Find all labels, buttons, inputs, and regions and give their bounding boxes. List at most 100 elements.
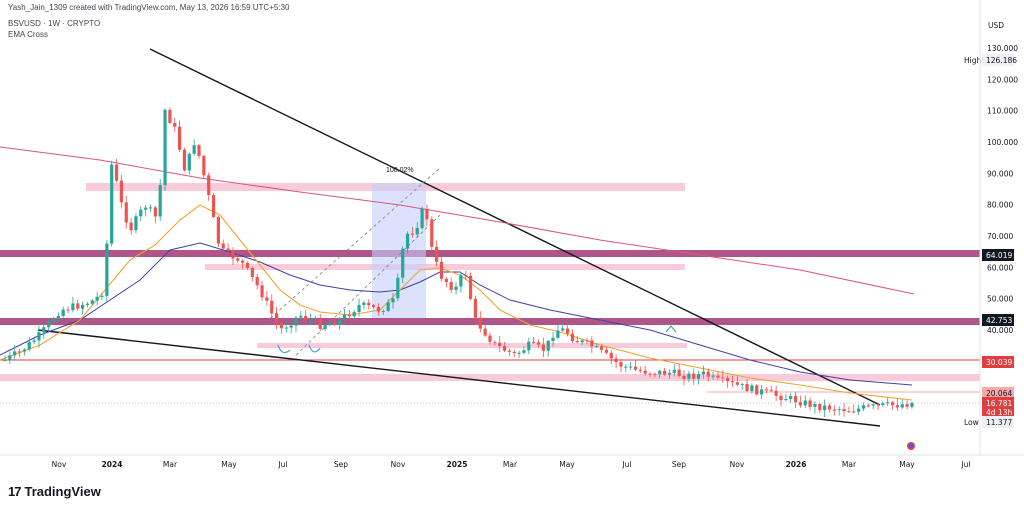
candle-body xyxy=(32,340,36,343)
candle-body xyxy=(667,372,672,375)
zone-60 xyxy=(205,264,685,270)
candle-body xyxy=(861,405,866,409)
candle-body xyxy=(585,340,589,342)
candle-body xyxy=(27,342,31,350)
candle-body xyxy=(42,327,46,333)
candle-body xyxy=(692,373,696,379)
candle-body xyxy=(536,342,541,345)
x-tick-label: May xyxy=(221,460,237,469)
candle-body xyxy=(153,207,157,217)
candle-body xyxy=(798,402,802,406)
candle-body xyxy=(182,149,187,171)
candle-body xyxy=(415,227,419,235)
candle-body xyxy=(76,303,80,309)
candle-body xyxy=(275,313,279,323)
candle-body xyxy=(90,300,94,304)
candle-body xyxy=(56,315,60,320)
candle-body xyxy=(318,319,322,329)
x-tick-label: May xyxy=(899,460,915,469)
candle-body xyxy=(444,278,448,283)
candle-body xyxy=(469,275,473,299)
candle-body xyxy=(401,248,405,278)
price-badge-value: 4d 13h xyxy=(986,408,1012,417)
channel-line-upper xyxy=(265,167,441,323)
candle-body xyxy=(134,216,138,231)
price-badge-value: 20.064 xyxy=(986,389,1012,398)
candle-body xyxy=(803,400,807,406)
candle-body xyxy=(464,275,468,277)
price-badge xyxy=(982,406,1014,418)
upper-trendline[interactable] xyxy=(149,48,881,406)
support-band-42 xyxy=(0,318,980,325)
candle-body xyxy=(760,389,764,395)
candle-body xyxy=(696,374,701,379)
candle-body xyxy=(502,346,507,351)
candle-body xyxy=(425,208,429,220)
candle-body xyxy=(842,409,846,412)
time-axis[interactable]: Nov 2024 Mar May Jul Sep Nov 2025 Mar May Jul Sep No… xyxy=(52,460,971,469)
candle-body xyxy=(493,341,497,343)
zones-layer: 100.02% xyxy=(0,167,980,404)
candle-body xyxy=(711,375,715,377)
symbol-line[interactable]: BSVUSD · 1W · CRYPTO xyxy=(8,19,101,28)
candle-body xyxy=(279,322,284,329)
candle-body xyxy=(532,341,536,343)
candle-body xyxy=(735,382,739,385)
candle-body xyxy=(294,317,298,326)
y-tick-label: 60.000 xyxy=(987,263,1013,272)
candle-body xyxy=(871,404,875,406)
candle-body xyxy=(876,404,880,406)
x-tick-label: 2025 xyxy=(447,460,468,469)
candle-body xyxy=(216,216,220,244)
candle-body xyxy=(881,403,885,405)
x-tick-label: Mar xyxy=(842,460,857,469)
price-axis[interactable]: 40.000 50.000 60.000 70.000 80.000 90.000 100.… xyxy=(987,44,1018,335)
candle-body xyxy=(721,377,725,379)
logo-text: TradingView xyxy=(24,484,101,499)
alert-icon[interactable] xyxy=(907,442,915,450)
lower-trendline[interactable] xyxy=(37,329,881,427)
indicator-label[interactable]: EMA Cross xyxy=(8,30,49,39)
candle-body xyxy=(197,145,201,156)
candle-body xyxy=(66,309,70,311)
candle-body xyxy=(299,315,303,318)
candle-body xyxy=(207,175,211,196)
high-label: High xyxy=(964,56,981,65)
tradingview-logo[interactable]: 17 TradingView xyxy=(8,484,101,499)
x-tick-label: Nov xyxy=(52,460,67,469)
candle-body xyxy=(575,341,579,343)
candle-body xyxy=(289,325,293,328)
candle-body xyxy=(338,319,342,325)
candle-body xyxy=(313,319,317,321)
price-badge-value: 30.039 xyxy=(986,358,1012,367)
candle-body xyxy=(13,351,17,356)
candle-body xyxy=(114,164,119,181)
candle-body xyxy=(178,126,182,150)
candle-body xyxy=(847,411,851,413)
candle-body xyxy=(643,370,647,374)
candle-body xyxy=(866,405,870,407)
candle-body xyxy=(304,315,308,320)
candle-body xyxy=(595,346,599,348)
candle-body xyxy=(740,383,744,385)
y-tick-label: 40.000 xyxy=(987,326,1013,335)
x-tick-label: Jul xyxy=(960,460,970,469)
candle-body xyxy=(372,305,376,308)
y-tick-label: 130.000 xyxy=(987,44,1018,53)
x-tick-label: Sep xyxy=(334,460,348,469)
candle-body xyxy=(144,207,148,210)
candle-body xyxy=(148,207,153,209)
candle-body xyxy=(323,325,327,329)
low-label: Low xyxy=(964,418,979,427)
candle-body xyxy=(779,395,783,401)
candle-body xyxy=(473,298,478,318)
x-tick-label: Mar xyxy=(503,460,518,469)
candle-body xyxy=(808,400,812,407)
candle-body xyxy=(609,352,613,359)
pattern-mark-left xyxy=(277,344,291,354)
candle-body xyxy=(439,261,444,279)
candle-body xyxy=(435,246,439,262)
y-tick-label: 50.000 xyxy=(987,295,1013,304)
candle-body xyxy=(789,395,793,400)
